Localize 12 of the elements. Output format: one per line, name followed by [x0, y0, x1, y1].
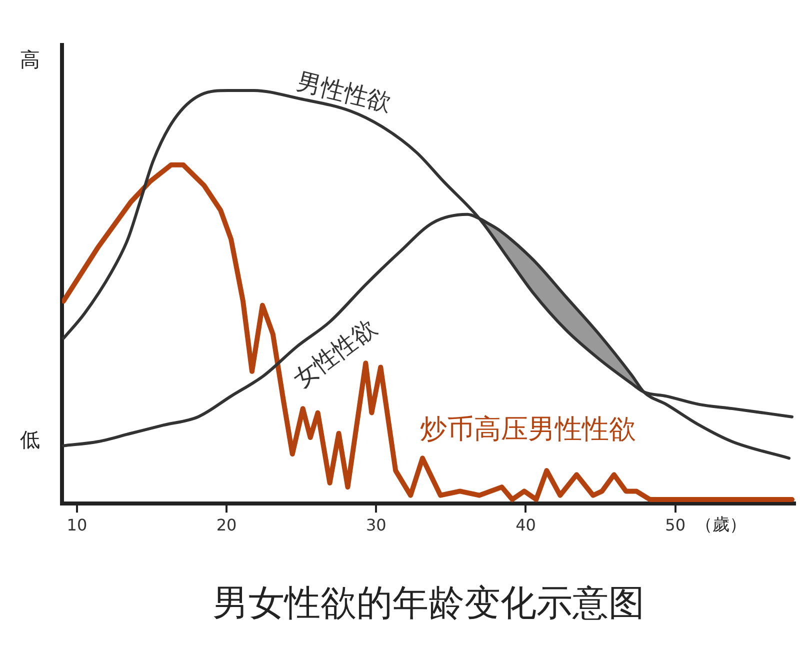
- x-tick-label: 10: [66, 515, 88, 534]
- series-label: 炒币高压男性性欲: [420, 414, 636, 446]
- x-tick-label: 20: [216, 515, 237, 534]
- text: 男女性欲的年龄变化示意图: [212, 582, 644, 624]
- text: 低: [20, 427, 40, 452]
- x-axis-title: （歲）: [695, 515, 746, 536]
- text: 高: [20, 47, 40, 72]
- x-tick-label: 40: [516, 515, 536, 534]
- text: 男性性欲: [294, 67, 394, 118]
- x-tick-label: 50: [665, 515, 686, 534]
- text: 女性性欲: [288, 313, 382, 394]
- x-tick-label: 30: [366, 515, 386, 534]
